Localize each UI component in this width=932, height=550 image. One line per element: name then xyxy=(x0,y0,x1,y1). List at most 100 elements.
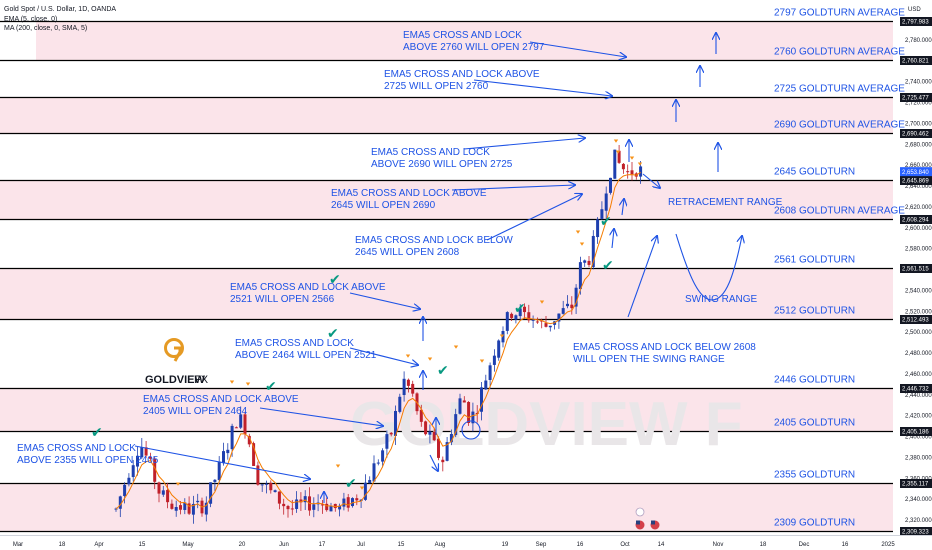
candle-body xyxy=(523,306,526,313)
candle-body xyxy=(557,313,561,322)
candle-body xyxy=(518,308,522,317)
level-price-tag: 2,355.117 xyxy=(900,479,932,488)
candle-body xyxy=(196,500,200,503)
triangle-icon xyxy=(453,345,459,349)
candle-body xyxy=(286,506,290,510)
ema-indicator-label[interactable]: EMA (5, close, 0) xyxy=(4,16,57,23)
annotation-arrows xyxy=(134,33,742,503)
time-tick-label: Aug xyxy=(435,542,446,548)
check-icon: ✔ xyxy=(329,272,341,288)
level-label: 2608 GOLDTURN AVERAGE xyxy=(774,206,905,217)
level-price-tag: 2,690.462 xyxy=(900,129,932,138)
logo-tail-icon xyxy=(173,346,182,362)
arrow-2566 xyxy=(349,292,420,309)
candle-body xyxy=(480,387,483,412)
symbol-title[interactable]: Gold Spot / U.S. Dollar, 1D, OANDA xyxy=(4,6,116,13)
candle-body xyxy=(209,482,213,504)
annotation-2760-line1: EMA5 CROSS AND LOCK ABOVE xyxy=(384,69,540,80)
arrow-2760 xyxy=(473,79,612,96)
annotation-2405-line1: EMA5 CROSS AND LOCK xyxy=(17,443,136,454)
triangle-icon xyxy=(499,334,505,338)
ma-indicator-label[interactable]: MA (200, close, 0, SMA, 5) xyxy=(4,25,87,32)
price-tags: 2,797.983 2,760.821 2,725.477 2,690.462 2,64… xyxy=(900,17,932,536)
price-tick-label: 2,320.000 xyxy=(905,518,932,524)
candle-body xyxy=(389,432,393,435)
level-price-tag: 2,561.515 xyxy=(900,264,932,273)
candle-body xyxy=(342,498,346,507)
candle-body xyxy=(320,504,324,506)
level-price-tag: 2,797.983 xyxy=(900,17,932,26)
price-tick-label: 2,780.000 xyxy=(905,38,932,44)
price-tick-label: 2,480.000 xyxy=(905,351,932,357)
candle-body xyxy=(630,170,634,175)
time-tick-label: 20 xyxy=(239,542,246,548)
candle-body xyxy=(234,427,238,429)
triangle-icon xyxy=(335,464,341,468)
candle-body xyxy=(475,412,479,414)
price-tick-label: 2,420.000 xyxy=(905,414,932,420)
candle-body xyxy=(527,312,531,321)
arrow-2725 xyxy=(463,138,585,150)
candle-body xyxy=(449,434,453,443)
triangle-icon xyxy=(579,242,585,246)
price-tag-bg xyxy=(900,17,932,26)
triangle-icon xyxy=(575,230,581,234)
triangle-icon xyxy=(615,150,621,154)
candle-body xyxy=(222,451,225,464)
triangle-icon xyxy=(637,162,643,166)
triangle-icon xyxy=(175,482,181,486)
level-label: 2760 GOLDTURN AVERAGE xyxy=(774,47,905,58)
candle-body xyxy=(394,410,397,436)
candle-body xyxy=(363,482,367,500)
time-tick-label: 17 xyxy=(319,542,326,548)
level-label: 2512 GOLDTURN xyxy=(774,306,855,317)
candle-body xyxy=(118,496,122,509)
price-tick-label: 2,600.000 xyxy=(905,226,932,232)
price-tick-label: 2,680.000 xyxy=(905,142,932,148)
candle-body xyxy=(136,455,139,467)
candle-body xyxy=(411,383,415,394)
time-tick-label: Apr xyxy=(94,542,103,548)
candle-body xyxy=(531,319,535,321)
candle-body xyxy=(535,321,539,323)
time-tick-label: Jul xyxy=(357,542,365,548)
candle-body xyxy=(333,503,337,509)
time-tick-label: 18 xyxy=(760,542,767,548)
annotation-2464-line2: 2405 WILL OPEN 2464 xyxy=(143,406,248,417)
level-label: 2561 GOLDTURN xyxy=(774,255,855,266)
candle-body xyxy=(372,463,376,482)
price-axis[interactable]: 2,320.0002,340.0002,360.0002,380.0002,40… xyxy=(905,38,932,524)
candle-body xyxy=(213,479,217,482)
candle-body xyxy=(596,219,600,238)
check-icon: ✔ xyxy=(91,425,103,441)
time-tick-label: Mar xyxy=(13,542,23,548)
price-tag-text: 2,446.732 xyxy=(902,387,929,393)
candle-body xyxy=(230,425,234,450)
candle-body xyxy=(282,503,286,507)
arrow-2797 xyxy=(529,41,626,57)
candle-body xyxy=(376,462,380,464)
price-tick-label: 2,440.000 xyxy=(905,393,932,399)
candle-body xyxy=(183,502,187,510)
last-price-text: 2,653.840 xyxy=(902,170,929,176)
time-tick-label: 14 xyxy=(658,542,665,548)
price-tag-text: 2,405.186 xyxy=(902,430,929,436)
candle-body xyxy=(428,431,432,435)
candle-body xyxy=(578,262,582,290)
level-price-tag: 2,309.323 xyxy=(900,527,932,536)
proj-down-1 xyxy=(429,454,438,471)
annotation-2521-line2: ABOVE 2464 WILL OPEN 2521 xyxy=(235,350,377,361)
candle-body xyxy=(368,479,372,484)
level-label: 2690 GOLDTURN AVERAGE xyxy=(774,120,905,131)
time-axis[interactable]: Mar 18 Apr 15 May 20 Jun 17 Jul 15 Aug 19 Sep 16 Oct 14… xyxy=(13,542,896,548)
level-zone xyxy=(0,96,893,134)
arrow-swing xyxy=(627,236,657,318)
level-label: 2725 GOLDTURN AVERAGE xyxy=(774,84,905,95)
level-price-tag: 2,608.294 xyxy=(900,215,932,224)
candle-body xyxy=(514,315,518,320)
price-tick-label: 2,620.000 xyxy=(905,205,932,211)
candle-body xyxy=(424,421,428,435)
candle-body xyxy=(329,505,333,512)
price-tick-label: 2,460.000 xyxy=(905,372,932,378)
